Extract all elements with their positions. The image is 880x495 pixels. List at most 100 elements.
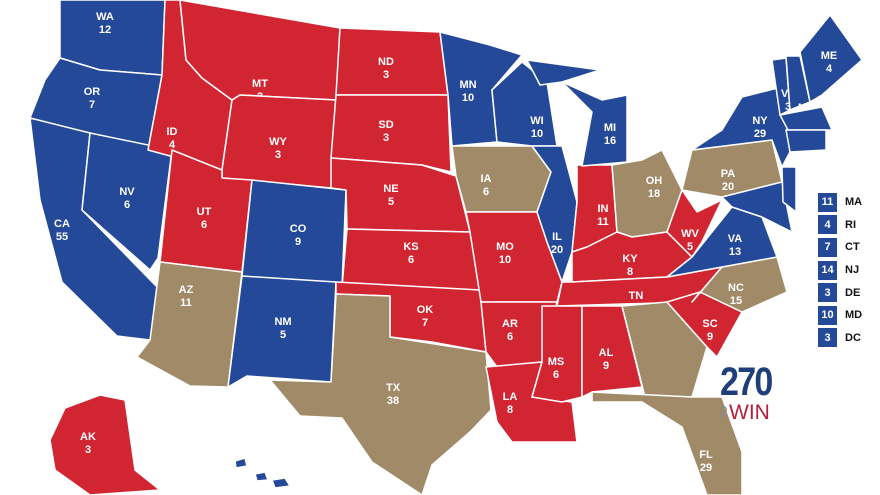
state-label: PA 20 — [721, 168, 736, 193]
state-fl[interactable]: FL 29 — [591, 391, 743, 495]
state-label: CO 9 — [290, 223, 307, 248]
legend-state-label: CT — [845, 241, 860, 254]
state-ms[interactable]: MS 6 — [531, 305, 583, 403]
state-label: ID 4 — [167, 126, 178, 151]
state-mi[interactable]: MI 16 — [526, 59, 628, 167]
state-ne[interactable]: NE 5 — [330, 157, 471, 233]
state-hi[interactable] — [234, 457, 291, 489]
state-me[interactable]: ME 4 — [799, 14, 863, 103]
270towin-logo: 270 TOWIN — [719, 360, 781, 424]
state-nj[interactable] — [781, 166, 797, 213]
state-label: AR 6 — [502, 318, 518, 343]
state-ctri[interactable] — [785, 129, 827, 153]
state-label: FL 29 — [699, 449, 713, 474]
state-shape[interactable] — [269, 293, 492, 495]
state-shape[interactable] — [254, 471, 269, 482]
state-label: NC 15 — [728, 282, 744, 307]
legend-state-label: NJ — [845, 264, 860, 277]
state-label: NE 5 — [383, 183, 398, 208]
state-label: AK 3 — [80, 431, 96, 456]
logo-number: 270 — [720, 360, 773, 404]
state-or[interactable]: OR 7 — [29, 57, 163, 151]
state-sd[interactable]: SD 3 — [330, 94, 452, 173]
logo-to: TO — [719, 406, 729, 419]
legend-item-ri[interactable]: 4 RI — [818, 214, 862, 237]
state-label: MO 10 — [496, 241, 514, 266]
state-nc[interactable]: NC 15 — [691, 256, 788, 313]
state-label: IA 6 — [481, 173, 492, 198]
state-shape[interactable] — [561, 81, 628, 167]
state-sc[interactable]: SC 9 — [666, 291, 743, 358]
legend-item-dc[interactable]: 3 DC — [818, 327, 862, 350]
state-shape[interactable] — [785, 129, 827, 153]
state-label: KS 6 — [403, 241, 418, 266]
state-shape[interactable] — [681, 139, 783, 198]
state-shape[interactable] — [234, 457, 248, 469]
state-label: WV 5 — [681, 228, 699, 253]
state-shape[interactable] — [779, 106, 833, 131]
legend-item-nj[interactable]: 14 NJ — [818, 259, 862, 282]
legend-ev-box[interactable]: 14 — [818, 260, 837, 280]
state-label: OR 7 — [84, 86, 101, 111]
state-label: AL 9 — [599, 347, 614, 372]
legend-item-ma[interactable]: 11 MA — [818, 191, 862, 214]
state-label: IL 20 — [551, 231, 563, 256]
state-label: ME 4 — [821, 50, 838, 75]
state-shape[interactable] — [591, 391, 743, 495]
state-label: WA 12 — [96, 11, 114, 36]
legend-item-de[interactable]: 3 DE — [818, 281, 862, 304]
state-shape[interactable] — [451, 145, 552, 213]
state-label: OH 18 — [646, 175, 663, 200]
legend-state-label: RI — [845, 218, 856, 231]
state-nm[interactable]: NM 5 — [227, 275, 337, 388]
state-az[interactable]: AZ 11 — [136, 261, 243, 388]
state-ks[interactable]: KS 6 — [341, 228, 481, 291]
logo-win: WIN — [729, 401, 770, 424]
state-shape[interactable] — [526, 59, 601, 86]
state-shape[interactable] — [621, 301, 708, 398]
state-ar[interactable]: AR 6 — [480, 301, 558, 368]
state-pa[interactable]: PA 20 — [681, 139, 783, 198]
state-la[interactable]: LA 8 — [485, 361, 578, 443]
state-shape[interactable] — [227, 275, 337, 388]
state-shape[interactable] — [136, 261, 243, 388]
state-shape[interactable] — [330, 94, 452, 173]
legend-item-ct[interactable]: 7 CT — [818, 236, 862, 259]
state-wa[interactable]: WA 12 — [59, 0, 166, 76]
state-shape[interactable] — [721, 181, 793, 233]
state-mdde[interactable] — [721, 181, 793, 233]
state-shape[interactable] — [799, 14, 863, 103]
state-shape[interactable] — [666, 291, 743, 358]
state-ia[interactable]: IA 6 — [451, 145, 552, 213]
state-shape[interactable] — [781, 166, 797, 213]
state-label: WY 3 — [269, 136, 287, 161]
state-wy[interactable]: WY 3 — [221, 94, 337, 189]
state-shape[interactable] — [49, 394, 161, 495]
state-ak[interactable]: AK 3 — [49, 394, 161, 495]
state-label: UT 6 — [197, 206, 212, 231]
state-mn[interactable]: MN 10 — [439, 31, 523, 147]
state-co[interactable]: CO 9 — [241, 179, 347, 288]
state-nd[interactable]: ND 3 — [335, 27, 449, 96]
legend-state-label: DE — [845, 286, 861, 299]
legend-state-label: MD — [845, 309, 863, 322]
legend-ev-box[interactable]: 11 — [818, 192, 837, 212]
legend-ev-box[interactable]: 3 — [818, 283, 837, 303]
state-label: TX 38 — [386, 382, 401, 407]
state-label: SC 9 — [702, 318, 717, 343]
state-label: ND 3 — [378, 56, 394, 81]
state-label: VA 13 — [728, 233, 743, 258]
legend-ev-box[interactable]: 7 — [818, 237, 837, 257]
legend-ev-box[interactable]: 4 — [818, 215, 837, 235]
state-label: KY 8 — [622, 253, 638, 278]
state-label: NM 5 — [274, 316, 291, 341]
state-tx[interactable]: TX 38 — [269, 293, 492, 495]
small-states-legend: 11 MA 4 RI 7 CT 14 NJ 3 DE 10 MD 3 DC — [818, 191, 862, 349]
legend-item-md[interactable]: 10 MD — [818, 304, 862, 327]
state-shape[interactable] — [271, 477, 291, 489]
legend-ev-box[interactable]: 3 — [818, 328, 837, 348]
legend-ev-box[interactable]: 10 — [818, 305, 837, 325]
state-label: CA 55 — [54, 218, 70, 243]
state-ma[interactable] — [779, 106, 833, 131]
